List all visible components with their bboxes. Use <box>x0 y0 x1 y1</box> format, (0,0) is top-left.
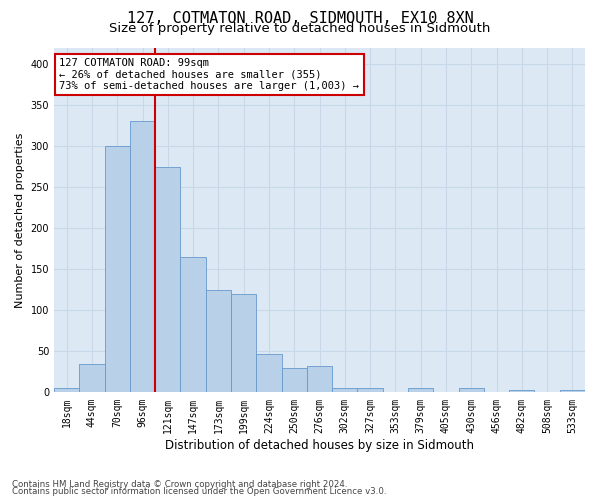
Bar <box>281 368 307 392</box>
Bar <box>79 364 104 392</box>
Bar <box>104 146 130 392</box>
Bar <box>155 166 181 392</box>
Text: Contains public sector information licensed under the Open Government Licence v3: Contains public sector information licen… <box>12 487 386 496</box>
Bar <box>54 388 79 392</box>
Bar <box>332 388 358 392</box>
Bar <box>231 294 256 392</box>
X-axis label: Distribution of detached houses by size in Sidmouth: Distribution of detached houses by size … <box>165 440 474 452</box>
Text: 127, COTMATON ROAD, SIDMOUTH, EX10 8XN: 127, COTMATON ROAD, SIDMOUTH, EX10 8XN <box>127 11 473 26</box>
Bar <box>560 390 585 392</box>
Text: Size of property relative to detached houses in Sidmouth: Size of property relative to detached ho… <box>109 22 491 35</box>
Text: 127 COTMATON ROAD: 99sqm
← 26% of detached houses are smaller (355)
73% of semi-: 127 COTMATON ROAD: 99sqm ← 26% of detach… <box>59 58 359 91</box>
Bar <box>458 388 484 392</box>
Bar <box>307 366 332 392</box>
Bar <box>181 257 206 392</box>
Y-axis label: Number of detached properties: Number of detached properties <box>15 132 25 308</box>
Bar <box>130 122 155 392</box>
Bar <box>206 290 231 392</box>
Bar <box>408 388 433 392</box>
Text: Contains HM Land Registry data © Crown copyright and database right 2024.: Contains HM Land Registry data © Crown c… <box>12 480 347 489</box>
Bar <box>256 354 281 393</box>
Bar <box>509 390 535 392</box>
Bar <box>358 388 383 392</box>
